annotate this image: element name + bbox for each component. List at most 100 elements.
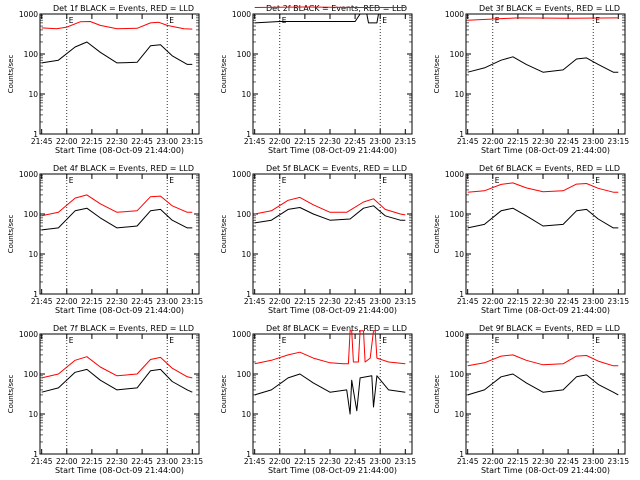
y-tick-label: 1000 — [232, 330, 251, 339]
y-tick-label: 100 — [237, 210, 252, 219]
x-tick-label: 23:00 — [369, 457, 391, 466]
x-axis-label: Start Time (08-Oct-09 21:44:00) — [55, 466, 184, 475]
x-tick-label: 22:45 — [557, 137, 579, 146]
y-tick-label: 100 — [450, 210, 465, 219]
plot-frame — [39, 173, 200, 295]
x-tick-label: 22:00 — [56, 297, 78, 306]
y-tick-label: 1 — [33, 450, 38, 459]
x-tick-label: 22:30 — [532, 137, 554, 146]
series-black-events — [467, 56, 619, 73]
x-tick-label: 22:30 — [532, 457, 554, 466]
series-red-lld — [41, 356, 193, 379]
y-axis-label: Counts/sec — [220, 215, 228, 254]
x-tick-label: 22:45 — [557, 457, 579, 466]
y-tick-label: 100 — [24, 370, 39, 379]
x-tick-label: 23:15 — [607, 137, 629, 146]
series-black-events — [467, 207, 619, 229]
event-marker-label: E — [382, 336, 387, 345]
series-black-events — [41, 368, 193, 393]
panel-det-5: Det 5f BLACK = Events, RED = LLD 1 10 100 10… — [220, 164, 416, 315]
series-black-events — [467, 373, 619, 396]
x-tick-label: 23:15 — [607, 457, 629, 466]
panel-det-8: Det 8f BLACK = Events, RED = LLD 1 10 100 10… — [220, 324, 416, 475]
x-tick-label: 22:45 — [557, 297, 579, 306]
x-tick-label: 22:45 — [131, 297, 153, 306]
y-axis-label: Counts/sec — [433, 215, 441, 254]
panel-det-4: Det 4f BLACK = Events, RED = LLD 1 10 100 10… — [7, 164, 203, 315]
y-tick-label: 100 — [237, 50, 252, 59]
x-tick-label: 23:15 — [394, 297, 416, 306]
series-red-lld — [41, 21, 193, 30]
x-tick-label: 21:45 — [244, 297, 266, 306]
event-marker-label: E — [69, 176, 74, 185]
x-tick-label: 22:00 — [482, 457, 504, 466]
y-tick-label: 1000 — [232, 10, 251, 19]
y-axis-label: Counts/sec — [433, 55, 441, 94]
event-marker-label: E — [282, 16, 287, 25]
x-tick-label: 23:15 — [607, 297, 629, 306]
x-tick-label: 22:45 — [344, 457, 366, 466]
panel-det-6: Det 6f BLACK = Events, RED = LLD 1 10 100 10… — [433, 164, 629, 315]
y-tick-label: 1 — [33, 130, 38, 139]
series-red-lld — [41, 194, 193, 217]
series-black-events — [41, 207, 193, 231]
event-marker-label: E — [282, 176, 287, 185]
x-tick-label: 22:30 — [532, 297, 554, 306]
panel-title: Det 3f BLACK = Events, RED = LLD — [479, 4, 620, 13]
x-tick-label: 23:15 — [181, 137, 203, 146]
x-tick-label: 22:00 — [269, 137, 291, 146]
event-marker-label: E — [169, 336, 174, 345]
y-tick-label: 100 — [237, 370, 252, 379]
x-axis-label: Start Time (08-Oct-09 21:44:00) — [481, 466, 610, 475]
x-tick-label: 22:15 — [294, 137, 316, 146]
panel-title: Det 2f BLACK = Events, RED = LLD — [266, 4, 407, 13]
panel-det-2: Det 2f BLACK = Events, RED = LLD 1 10 100 10… — [220, 4, 416, 155]
x-tick-label: 23:15 — [181, 457, 203, 466]
series-black-events — [254, 205, 406, 224]
plot-frame — [465, 13, 626, 135]
x-tick-label: 21:45 — [244, 457, 266, 466]
x-tick-label: 22:30 — [319, 457, 341, 466]
y-tick-label: 1 — [246, 130, 251, 139]
x-tick-label: 23:00 — [156, 297, 178, 306]
y-tick-label: 100 — [450, 50, 465, 59]
y-axis-label: Counts/sec — [220, 55, 228, 94]
x-tick-label: 22:00 — [56, 137, 78, 146]
x-tick-label: 22:45 — [344, 297, 366, 306]
plot-frame — [252, 13, 413, 135]
x-tick-label: 23:00 — [369, 297, 391, 306]
x-tick-label: 22:15 — [81, 297, 103, 306]
panel-title: Det 9f BLACK = Events, RED = LLD — [479, 324, 620, 333]
panel-det-9: Det 9f BLACK = Events, RED = LLD 1 10 100 10… — [433, 324, 629, 475]
x-tick-label: 22:30 — [319, 297, 341, 306]
x-axis-label: Start Time (08-Oct-09 21:44:00) — [268, 466, 397, 475]
y-tick-label: 1 — [459, 130, 464, 139]
x-tick-label: 22:00 — [269, 457, 291, 466]
y-tick-label: 100 — [24, 210, 39, 219]
y-tick-label: 1000 — [19, 170, 38, 179]
event-marker-label: E — [69, 336, 74, 345]
y-tick-label: 1 — [459, 290, 464, 299]
y-tick-label: 1 — [246, 450, 251, 459]
event-marker-label: E — [382, 176, 387, 185]
series-black-events — [254, 13, 406, 24]
y-tick-label: 10 — [454, 410, 464, 419]
event-marker-label: E — [495, 16, 500, 25]
event-marker-label: E — [495, 336, 500, 345]
y-tick-label: 100 — [24, 50, 39, 59]
x-tick-label: 23:00 — [582, 137, 604, 146]
x-tick-label: 22:00 — [482, 137, 504, 146]
x-tick-label: 22:00 — [482, 297, 504, 306]
panel-title: Det 1f BLACK = Events, RED = LLD — [53, 4, 194, 13]
y-tick-label: 1000 — [445, 170, 464, 179]
event-marker-label: E — [169, 16, 174, 25]
x-tick-label: 23:00 — [156, 457, 178, 466]
x-axis-label: Start Time (08-Oct-09 21:44:00) — [481, 306, 610, 315]
x-tick-label: 22:15 — [507, 457, 529, 466]
panel-det-7: Det 7f BLACK = Events, RED = LLD 1 10 100 10… — [7, 324, 203, 475]
y-axis-label: Counts/sec — [7, 375, 15, 414]
panel-title: Det 6f BLACK = Events, RED = LLD — [479, 164, 620, 173]
x-tick-label: 23:00 — [582, 457, 604, 466]
event-marker-label: E — [169, 176, 174, 185]
y-tick-label: 1 — [33, 290, 38, 299]
